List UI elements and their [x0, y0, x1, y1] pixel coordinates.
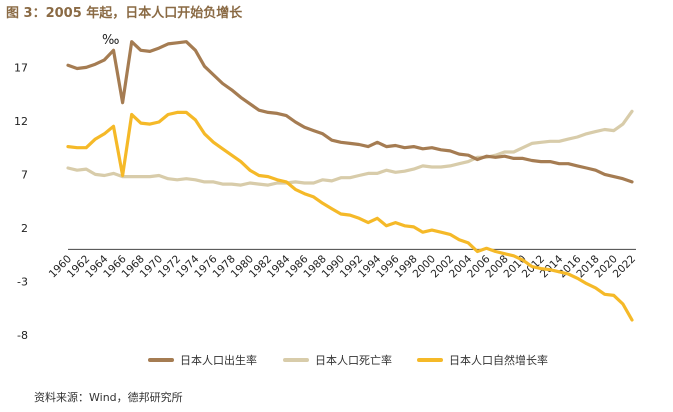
line-chart: ‰-8-327121719601962196419661968197019721…	[14, 33, 638, 342]
legend-swatch	[148, 358, 174, 362]
y-tick-label: 7	[21, 168, 28, 181]
figure-title: 图 3：2005 年起，日本人口开始负增长	[6, 6, 243, 21]
y-tick-label: 12	[14, 115, 28, 128]
y-tick-label: -8	[17, 329, 28, 342]
y-unit-label: ‰	[102, 33, 119, 48]
legend-item: 日本人口自然增长率	[417, 352, 548, 368]
y-tick-label: 17	[14, 61, 28, 74]
y-tick-label: 2	[21, 222, 28, 235]
legend-label: 日本人口自然增长率	[449, 354, 548, 367]
legend-swatch	[417, 358, 443, 362]
series-line-2	[66, 109, 634, 187]
legend-swatch	[283, 358, 309, 362]
source-note: 资料来源：Wind，德邦研究所	[34, 391, 183, 404]
y-tick-label: -3	[17, 275, 28, 288]
legend-label: 日本人口出生率	[180, 354, 257, 367]
chart-legend: 日本人口出生率 日本人口死亡率 日本人口自然增长率	[0, 352, 673, 372]
legend-label: 日本人口死亡率	[315, 354, 392, 367]
series-line-3	[66, 110, 634, 322]
legend-item: 日本人口死亡率	[283, 352, 392, 368]
legend-item: 日本人口出生率	[148, 352, 257, 368]
series-line-1	[66, 40, 634, 184]
